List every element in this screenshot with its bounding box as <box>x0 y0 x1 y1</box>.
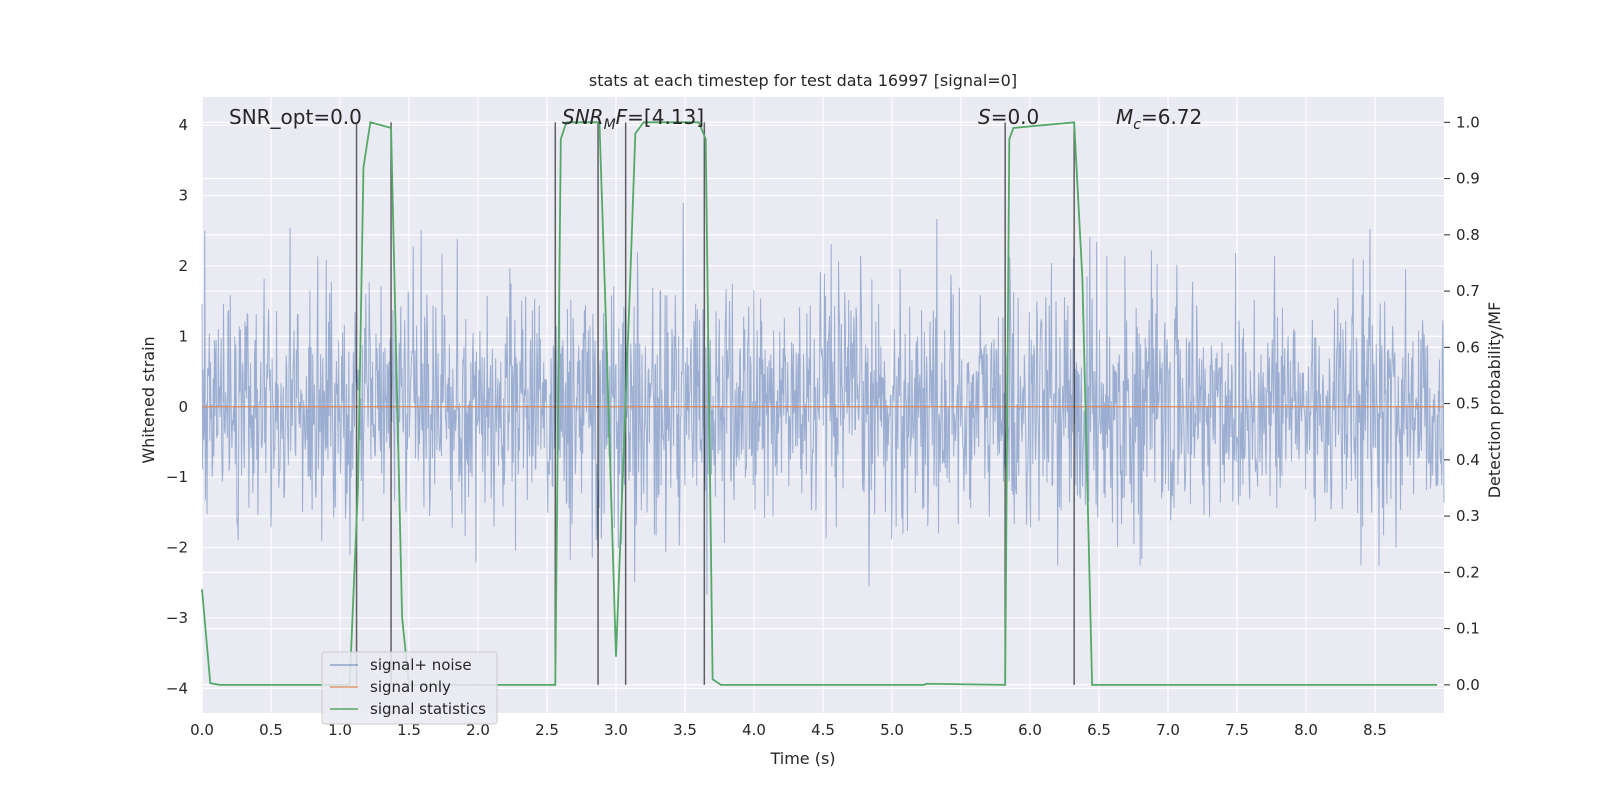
x-tick-label: 2.0 <box>466 721 490 739</box>
legend-label-signal: signal only <box>370 678 451 696</box>
x-tick-label: 4.0 <box>742 721 766 739</box>
right-tick-label: 0.3 <box>1456 507 1480 525</box>
mc-value: =6.72 <box>1141 105 1202 129</box>
legend-label-stats: signal statistics <box>370 700 486 718</box>
x-tick-label: 6.5 <box>1087 721 1111 739</box>
x-axis-label: Time (s) <box>769 749 835 768</box>
y-tick-label: 1 <box>178 327 188 345</box>
snr-mf-sub: M <box>604 117 616 133</box>
mc-annotation: Mc=6.72 <box>1116 105 1202 133</box>
x-tick-label: 0.5 <box>259 721 283 739</box>
right-tick-label: 0.4 <box>1456 451 1480 469</box>
noise-trace-path <box>201 203 1445 595</box>
chart-title: stats at each timestep for test data 169… <box>589 71 1017 90</box>
x-tick-label: 7.5 <box>1225 721 1249 739</box>
right-axis-ticks: 1.0 0.9 0.8 0.7 0.6 0.5 0.4 0.3 0.2 0.1 0.0 <box>1444 113 1480 694</box>
snr-opt-annotation: SNR_opt=0.0 <box>229 105 362 129</box>
right-axis-label: Detection probability/MF <box>1485 302 1504 499</box>
snr-mf-f: F <box>616 105 628 129</box>
noise-series <box>201 203 1445 595</box>
x-tick-label: 8.5 <box>1363 721 1387 739</box>
right-tick-label: 0.2 <box>1456 563 1480 581</box>
plot-area <box>201 97 1445 713</box>
x-tick-label: 7.0 <box>1156 721 1180 739</box>
x-tick-label: 1.0 <box>328 721 352 739</box>
y-tick-label: 4 <box>178 116 188 134</box>
s-annotation: S=0.0 <box>978 105 1039 129</box>
y-tick-label: 3 <box>178 187 188 205</box>
mc-sub: c <box>1133 117 1141 133</box>
y-tick-label: −2 <box>166 539 188 557</box>
y-tick-label: −1 <box>166 468 188 486</box>
legend-box <box>321 651 498 725</box>
right-tick-label: 0.8 <box>1456 226 1480 244</box>
right-tick-label: 0.1 <box>1456 620 1480 638</box>
y-tick-label: −3 <box>166 609 188 627</box>
s-value: =0.0 <box>991 105 1040 129</box>
signal-statistics-series <box>201 121 1438 686</box>
right-tick-label: 0.6 <box>1456 338 1480 356</box>
x-tick-label: 1.5 <box>397 721 421 739</box>
y-tick-label: 0 <box>178 398 188 416</box>
mc-base: M <box>1116 105 1133 129</box>
x-tick-label: 4.5 <box>811 721 835 739</box>
snr-mf-base: SNR <box>562 105 604 129</box>
x-tick-label: 0.0 <box>190 721 214 739</box>
y-tick-label: −4 <box>166 679 188 697</box>
x-tick-label: 8.0 <box>1294 721 1318 739</box>
y-axis-ticks: 4 3 2 1 0 −1 −2 −3 −4 <box>166 116 188 697</box>
x-tick-label: 5.5 <box>949 721 973 739</box>
x-axis-ticks: 0.0 0.5 1.0 1.5 2.0 2.5 3.0 3.5 4.0 4.5 5.0 5.5 6.0 6… <box>190 721 1387 739</box>
right-tick-label: 1.0 <box>1456 113 1480 131</box>
x-tick-label: 3.0 <box>604 721 628 739</box>
annotations: SNR_opt=0.0 SNRMF=[4.13] S=0.0 Mc=6.72 <box>229 105 1202 133</box>
y-tick-label: 2 <box>178 257 188 275</box>
right-tick-label: 0.0 <box>1456 676 1480 694</box>
x-tick-label: 6.0 <box>1018 721 1042 739</box>
x-tick-label: 2.5 <box>535 721 559 739</box>
legend: signal+ noise signal only signal statist… <box>321 651 498 725</box>
legend-label-noise: signal+ noise <box>370 656 472 674</box>
x-tick-label: 3.5 <box>673 721 697 739</box>
snr-mf-annotation: SNRMF=[4.13] <box>562 105 704 133</box>
x-tick-label: 5.0 <box>880 721 904 739</box>
right-tick-label: 0.5 <box>1456 395 1480 413</box>
y-axis-label: Whitened strain <box>139 336 158 463</box>
s-italic: S <box>978 105 991 129</box>
right-tick-label: 0.7 <box>1456 282 1480 300</box>
snr-mf-value: =[4.13] <box>627 105 704 129</box>
right-tick-label: 0.9 <box>1456 170 1480 188</box>
